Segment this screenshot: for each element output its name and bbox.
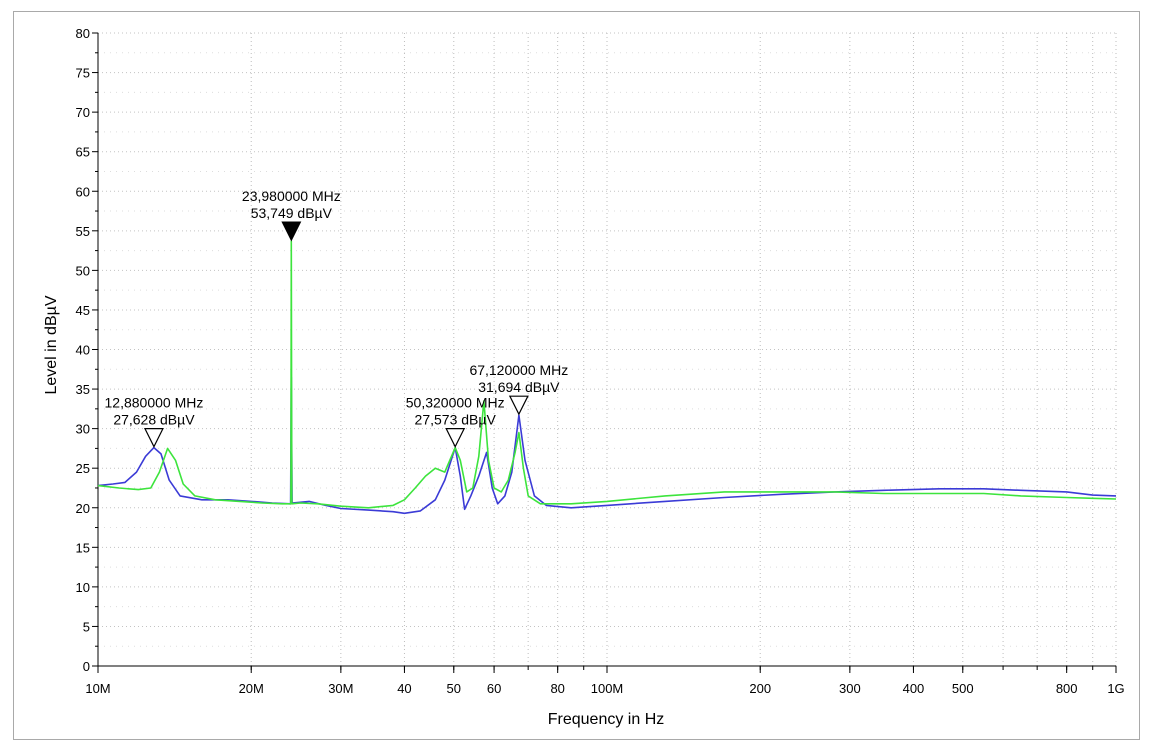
- marker-frequency-label: 23,980000 MHz: [242, 188, 341, 204]
- marker-level-label: 31,694 dBµV: [478, 379, 560, 395]
- marker-frequency-label: 50,320000 MHz: [406, 395, 505, 411]
- y-tick-label: 80: [76, 26, 90, 41]
- x-tick-label: 80: [550, 681, 564, 696]
- x-tick-label: 30M: [328, 681, 353, 696]
- marker-triangle: [445, 428, 466, 448]
- y-tick-label: 70: [76, 105, 90, 120]
- x-axis-label: Frequency in Hz: [547, 711, 665, 728]
- y-tick-label: 60: [76, 184, 90, 199]
- x-tick-label: 40: [397, 681, 411, 696]
- y-tick-label: 50: [76, 263, 90, 278]
- marker-level-label: 53,749 dBµV: [251, 205, 333, 221]
- x-tick-label: 200: [749, 681, 771, 696]
- y-tick-label: 75: [76, 66, 90, 81]
- marker-triangle: [281, 221, 302, 242]
- x-tick-label: 100M: [591, 681, 624, 696]
- marker-triangle: [143, 428, 164, 448]
- y-axis-label: Level in dBµV: [43, 295, 60, 395]
- y-tick-label: 40: [76, 343, 90, 358]
- y-tick-label: 35: [76, 382, 90, 397]
- x-tick-label: 500: [952, 681, 974, 696]
- x-tick-label: 60: [487, 681, 501, 696]
- x-tick-label: 300: [839, 681, 861, 696]
- y-tick-label: 55: [76, 224, 90, 239]
- marker-level-label: 27,573 dBµV: [415, 412, 497, 428]
- x-tick-label: 800: [1056, 681, 1078, 696]
- x-tick-label: 10M: [85, 681, 110, 696]
- y-tick-label: 5: [83, 619, 90, 634]
- y-tick-label: 65: [76, 145, 90, 160]
- y-tick-label: 15: [76, 540, 90, 555]
- y-tick-label: 25: [76, 461, 90, 476]
- y-tick-label: 45: [76, 303, 90, 318]
- y-tick-label: 30: [76, 422, 90, 437]
- marker-level-label: 27,628 dBµV: [113, 412, 195, 428]
- x-tick-label: 20M: [239, 681, 264, 696]
- series-line-1: [97, 376, 1117, 515]
- y-tick-label: 0: [83, 659, 90, 674]
- series-line-2: [97, 240, 1117, 509]
- y-tick-label: 20: [76, 501, 90, 516]
- y-tick-label: 10: [76, 580, 90, 595]
- x-tick-label: 50: [447, 681, 461, 696]
- marker-triangle: [508, 395, 529, 416]
- marker-frequency-label: 12,880000 MHz: [105, 395, 204, 411]
- x-tick-label: 1G: [1107, 681, 1124, 696]
- x-tick-label: 400: [903, 681, 925, 696]
- marker-frequency-label: 67,120000 MHz: [469, 362, 568, 378]
